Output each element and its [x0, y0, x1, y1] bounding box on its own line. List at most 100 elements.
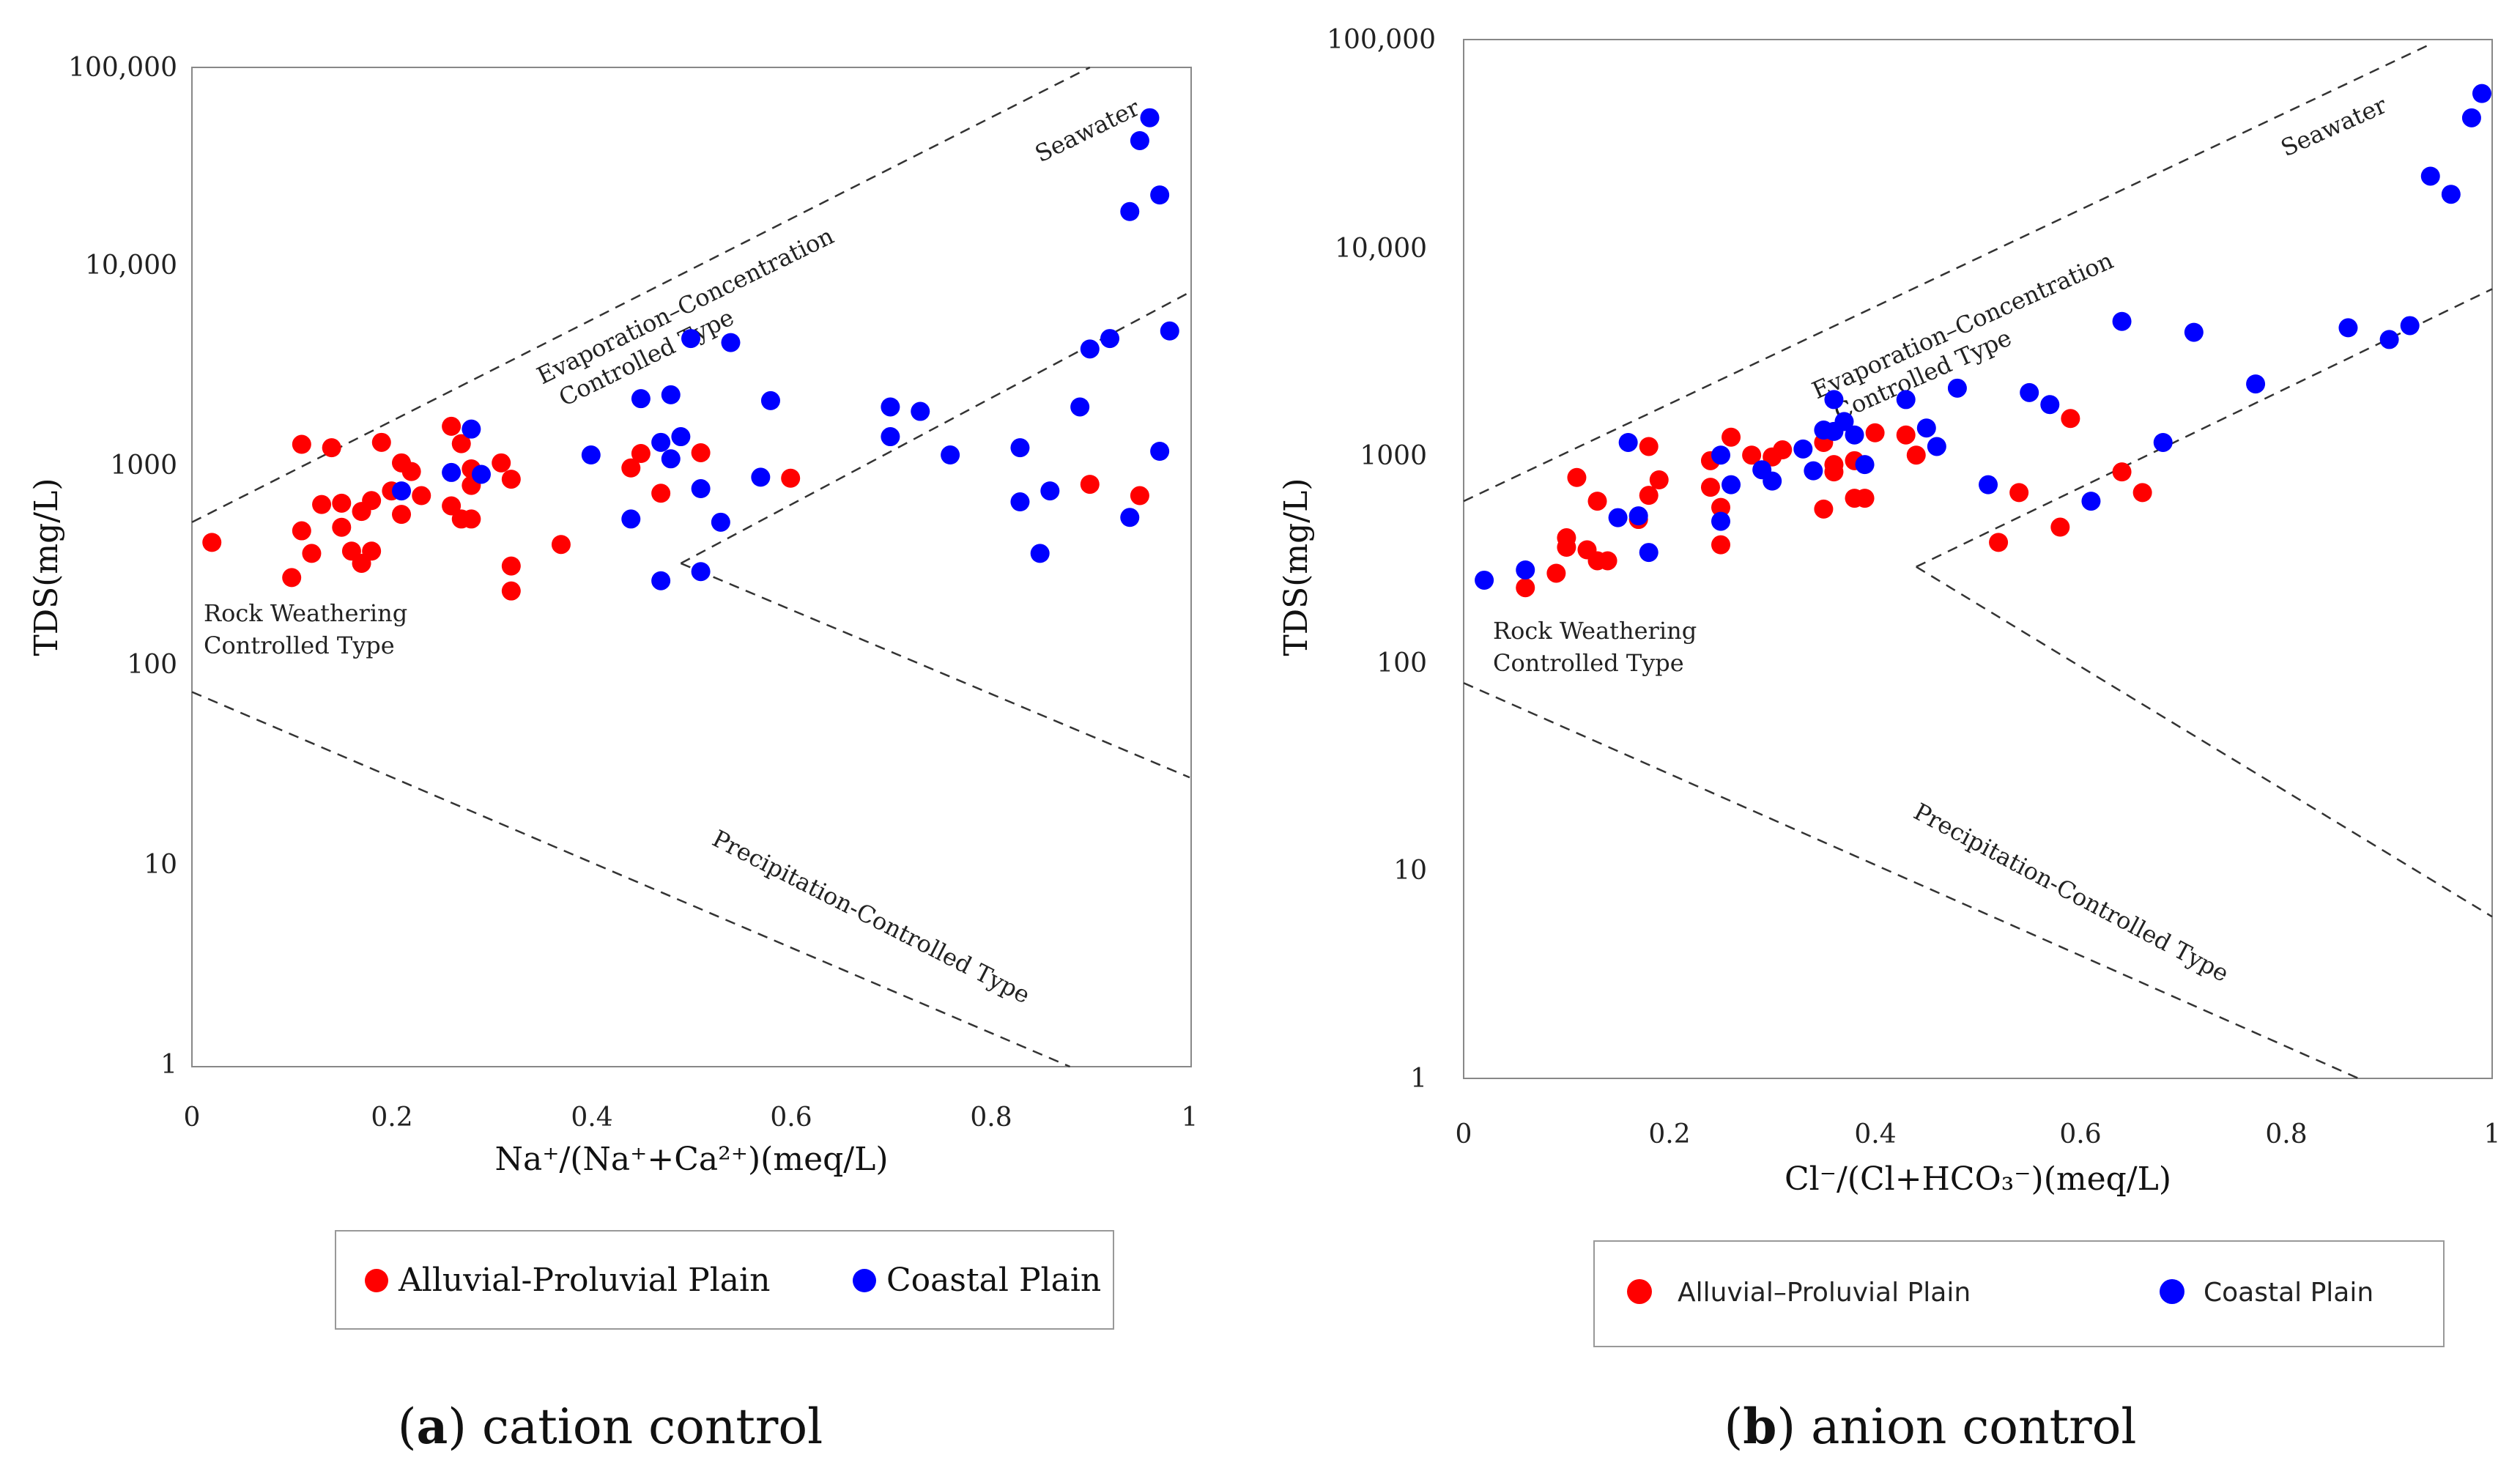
panel-a-point-alluvial [462, 509, 481, 529]
panel-b-point-alluvial [1639, 486, 1659, 505]
panel-b-point-coastal [1711, 511, 1730, 531]
panel-a-ytick-100000: 100,000 [68, 53, 177, 83]
panel-b-xtick-0.2: 0.2 [1648, 1119, 1690, 1149]
panel-b-point-coastal [2379, 330, 2399, 349]
panel-b-point-alluvial [1906, 445, 1926, 465]
panel-b-point-coastal [2400, 316, 2420, 336]
panel-a-point-coastal [760, 390, 780, 410]
panel-a-point-coastal [661, 449, 681, 469]
panel-b-point-coastal [1763, 471, 1782, 491]
panel-a-point-coastal [691, 479, 711, 499]
panel-b-point-alluvial [1639, 437, 1659, 456]
panel-b-point-alluvial [1989, 533, 2009, 552]
panel-b-point-alluvial [2061, 409, 2080, 429]
panel-a-point-coastal [1120, 201, 1140, 221]
panel-a-point-coastal [1010, 438, 1030, 458]
panel-b-point-coastal [1947, 378, 1967, 398]
panel-a-boundary-precipitation-upper [680, 562, 1190, 779]
panel-b-xtick-0.4: 0.4 [1854, 1119, 1896, 1149]
panel-b-ytick-1000: 1000 [1360, 441, 1427, 471]
panel-a-caption: (a) cation control [398, 1398, 823, 1455]
panel-a-point-coastal [392, 481, 412, 501]
panel-a-point-alluvial [412, 486, 431, 505]
panel-a-rock-controlled-label: Controlled Type [204, 632, 395, 659]
panel-a-point-coastal [462, 419, 481, 439]
panel-a-boundary-rock-lower [191, 691, 1071, 1068]
panel-b-plot-frame [1463, 39, 2493, 1079]
panel-a-point-coastal [671, 427, 691, 447]
panel-b-x-axis-title: Cl⁻/(Cl+HCO₃⁻)(meq/L) [1785, 1160, 2171, 1198]
panel-b-point-coastal [1804, 461, 1823, 481]
panel-b-point-coastal [2112, 311, 2132, 331]
panel-a-point-alluvial [551, 535, 571, 555]
panel-a-legend-frame [335, 1230, 1114, 1330]
panel-b-point-coastal [2081, 492, 2101, 511]
panel-a-point-alluvial [322, 438, 341, 458]
panel-a-xtick-0: 0 [184, 1103, 201, 1133]
panel-b-ytick-1: 1 [1410, 1064, 1427, 1094]
panel-b-point-coastal [1896, 390, 1916, 410]
panel-a-point-alluvial [282, 568, 302, 588]
panel-a-legend-marker-alluvial [365, 1269, 388, 1292]
panel-b-point-coastal [1834, 412, 1854, 432]
panel-b-legend-marker-coastal [2160, 1279, 2184, 1304]
panel-b-point-coastal [1855, 455, 1875, 475]
panel-a-point-alluvial [1130, 486, 1149, 505]
panel-b-point-alluvial [1567, 467, 1587, 487]
panel-a-cation-control: 1 10 100 1000 10,000 100,000 0 0.2 0.4 0… [28, 53, 1198, 1455]
panel-b-point-alluvial [1855, 489, 1875, 508]
panel-b-legend: Alluvial–Proluvial Plain Coastal Plain [1593, 1240, 2445, 1347]
panel-a-point-alluvial [332, 493, 352, 513]
panel-b-caption: (b) anion control [1724, 1398, 2137, 1455]
panel-b-point-coastal [1722, 475, 1741, 495]
panel-a-legend-label-coastal: Coastal Plain [886, 1262, 1101, 1299]
panel-a-point-coastal [1080, 339, 1100, 359]
panel-a-point-alluvial [651, 484, 671, 503]
panel-b-rock-controlled-label: Controlled Type [1493, 649, 1684, 677]
panel-b-caption-letter: b [1743, 1398, 1776, 1455]
panel-a-point-coastal [1100, 329, 1120, 349]
panel-b-xtick-1: 1 [2484, 1119, 2501, 1149]
panel-b-legend-label-coastal: Coastal Plain [2204, 1278, 2373, 1308]
panel-a-boundary-evaporation-upper [191, 66, 1091, 523]
panel-b-point-alluvial [2132, 483, 2152, 503]
panel-a-xtick-1: 1 [1182, 1103, 1198, 1133]
panel-a-point-alluvial [691, 442, 711, 462]
panel-b-boundary-rock-lower [1463, 682, 2359, 1080]
panel-a-point-alluvial [1080, 475, 1100, 495]
panel-a-point-coastal [442, 462, 462, 482]
panel-b-ytick-10: 10 [1393, 856, 1427, 886]
panel-a-x-axis-title: Na⁺/(Na⁺+Ca²⁺)(meq/L) [494, 1141, 888, 1178]
panel-a-point-alluvial [451, 434, 471, 453]
panel-a-point-coastal [721, 333, 741, 352]
panel-b-point-coastal [2472, 84, 2491, 103]
panel-b-point-coastal [2153, 432, 2173, 452]
panel-b-legend-frame [1593, 1240, 2445, 1347]
panel-b-point-alluvial [1773, 440, 1793, 460]
panel-b-point-alluvial [1722, 427, 1741, 447]
panel-a-point-coastal [1130, 130, 1149, 150]
panel-a-point-coastal [941, 445, 960, 465]
panel-b-ytick-100000: 100,000 [1327, 25, 1436, 55]
panel-a-point-coastal [631, 389, 651, 409]
panel-b-point-alluvial [1516, 578, 1535, 598]
panel-a-legend-marker-coastal [853, 1269, 876, 1292]
panel-b-point-alluvial [1865, 423, 1885, 442]
panel-b-point-coastal [1845, 425, 1864, 445]
panel-b-point-coastal [2020, 382, 2039, 402]
panel-a-point-coastal [881, 397, 900, 417]
panel-b-point-alluvial [1546, 563, 1566, 583]
panel-a-point-alluvial [292, 434, 311, 454]
panel-a-point-coastal [621, 509, 641, 529]
panel-b-point-alluvial [1896, 425, 1916, 445]
panel-a-caption-letter: a [416, 1398, 448, 1455]
panel-a-point-alluvial [781, 468, 801, 488]
panel-a-point-coastal [711, 512, 730, 532]
panel-a-point-coastal [661, 385, 681, 404]
panel-b-point-alluvial [1824, 455, 1844, 475]
panel-a-point-alluvial [312, 495, 332, 514]
panel-a-point-coastal [1040, 481, 1060, 501]
panel-a-y-axis-title: TDS(mg/L) [28, 478, 65, 656]
panel-b-point-alluvial [1649, 470, 1669, 490]
panel-b-y-axis-title: TDS(mg/L) [1278, 478, 1315, 656]
